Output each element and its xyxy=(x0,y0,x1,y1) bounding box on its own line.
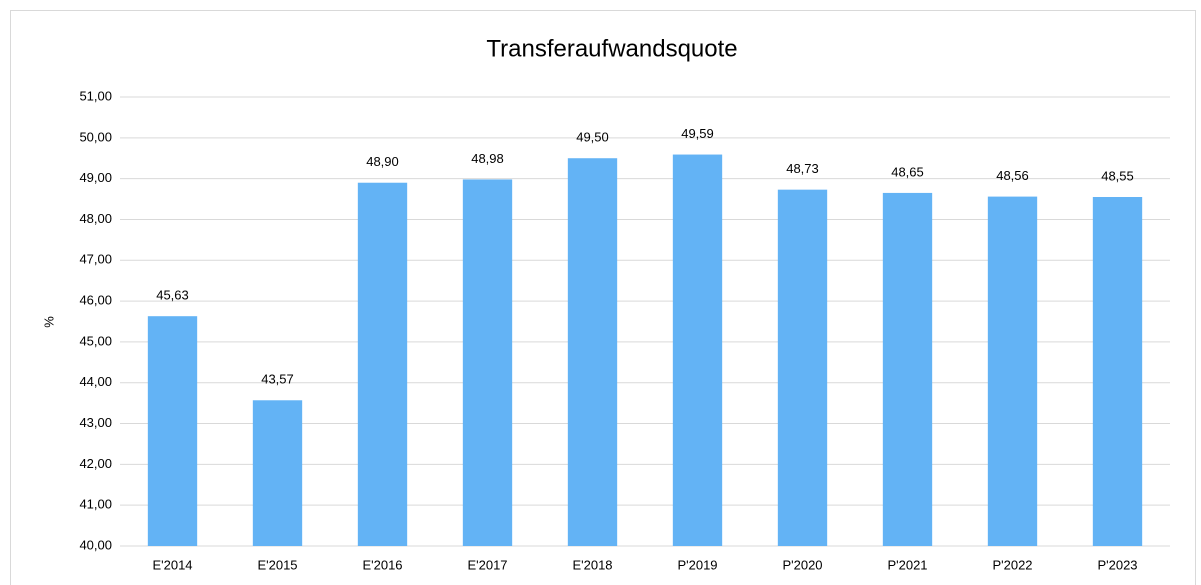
data-label: 49,59 xyxy=(681,126,714,141)
x-tick-label: P'2022 xyxy=(992,557,1032,572)
bar xyxy=(672,154,723,546)
data-label: 48,65 xyxy=(891,164,924,179)
bar xyxy=(147,316,198,546)
y-tick-label: 44,00 xyxy=(79,374,112,389)
x-tick-label: E'2017 xyxy=(467,557,507,572)
y-tick-label: 43,00 xyxy=(79,415,112,430)
y-tick-label: 51,00 xyxy=(79,88,112,103)
x-tick-label: E'2015 xyxy=(257,557,297,572)
chart-title: Transferaufwandsquote xyxy=(486,35,737,62)
data-label: 48,90 xyxy=(366,154,399,169)
x-tick-label: P'2021 xyxy=(887,557,927,572)
data-label: 48,98 xyxy=(471,151,504,166)
x-tick-label: P'2023 xyxy=(1097,557,1137,572)
y-tick-label: 50,00 xyxy=(79,129,112,144)
data-label: 48,73 xyxy=(786,161,819,176)
bar xyxy=(462,179,513,546)
y-tick-label: 46,00 xyxy=(79,293,112,308)
y-tick-label: 45,00 xyxy=(79,333,112,348)
y-tick-label: 47,00 xyxy=(79,252,112,267)
y-tick-label: 42,00 xyxy=(79,456,112,471)
bar xyxy=(567,158,618,546)
y-tick-label: 40,00 xyxy=(79,537,112,552)
x-tick-label: E'2016 xyxy=(362,557,402,572)
x-tick-label: P'2020 xyxy=(782,557,822,572)
data-label: 43,57 xyxy=(261,372,294,387)
bar xyxy=(1092,197,1143,546)
data-label: 45,63 xyxy=(156,288,189,303)
bar xyxy=(357,182,408,546)
data-label: 49,50 xyxy=(576,130,609,145)
data-label: 48,56 xyxy=(996,168,1029,183)
y-axis-label: % xyxy=(41,316,56,328)
y-tick-label: 41,00 xyxy=(79,497,112,512)
bar xyxy=(882,192,933,546)
y-tick-label: 48,00 xyxy=(79,211,112,226)
bar xyxy=(987,196,1038,546)
data-label: 48,55 xyxy=(1101,168,1134,183)
bar xyxy=(777,189,828,546)
x-tick-label: E'2014 xyxy=(152,557,192,572)
x-tick-label: P'2019 xyxy=(677,557,717,572)
bar xyxy=(252,400,303,546)
x-tick-label: E'2018 xyxy=(572,557,612,572)
y-tick-label: 49,00 xyxy=(79,170,112,185)
